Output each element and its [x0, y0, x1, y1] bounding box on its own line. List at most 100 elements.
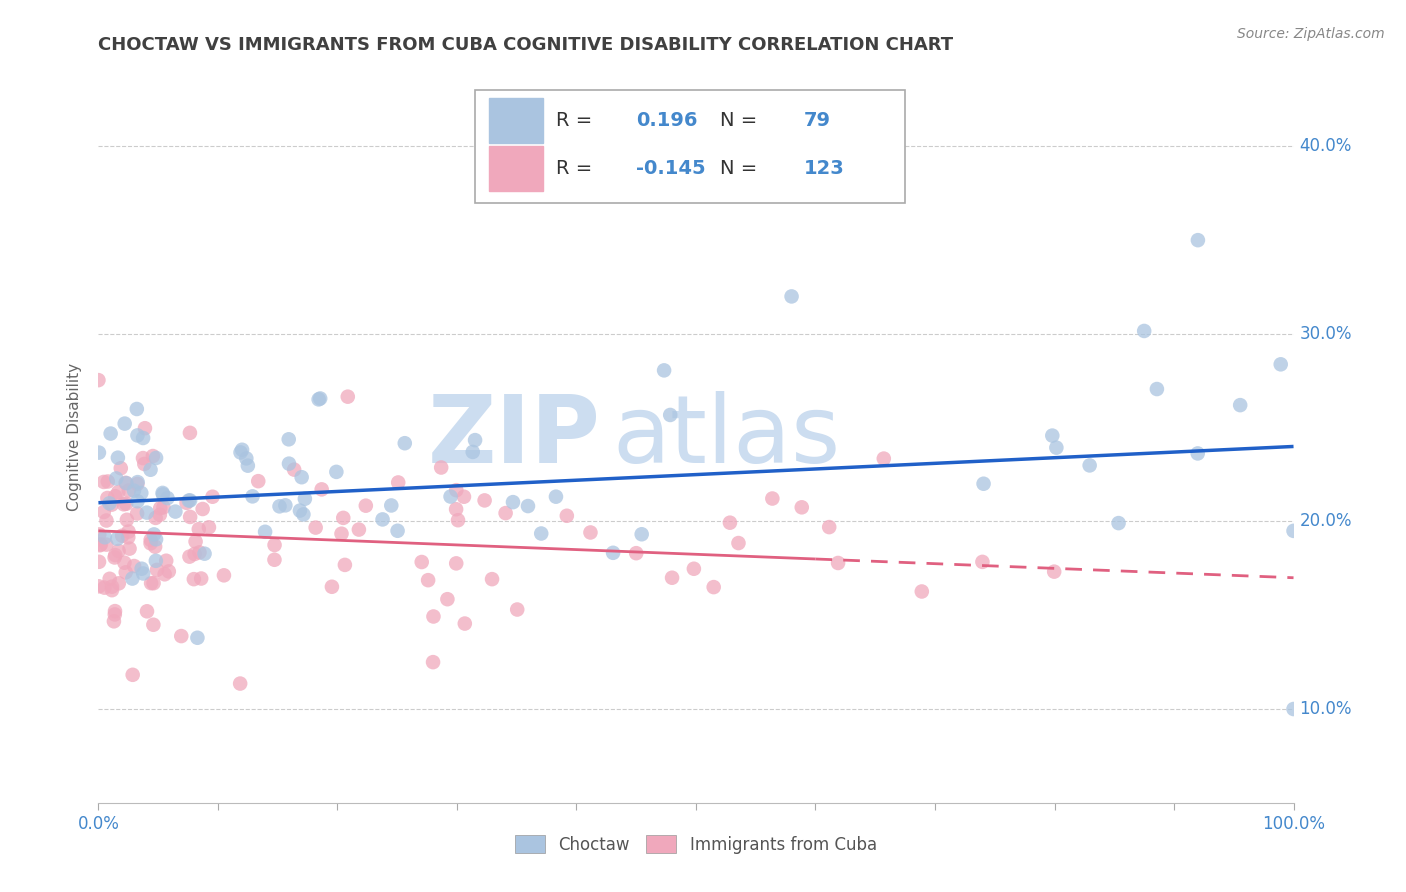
Point	[145, 450, 167, 465]
Point	[229, 676, 252, 690]
Text: atlas: atlas	[613, 391, 841, 483]
Point	[333, 558, 356, 572]
Point	[761, 491, 783, 506]
Point	[90, 537, 112, 551]
Point	[1078, 458, 1101, 473]
Point	[115, 497, 138, 511]
Point	[121, 572, 143, 586]
Point	[149, 501, 172, 516]
Point	[387, 524, 409, 538]
Point	[1043, 565, 1066, 579]
Point	[336, 390, 359, 404]
Point	[288, 503, 311, 517]
Point	[481, 572, 503, 586]
Point	[121, 668, 143, 682]
Point	[911, 584, 934, 599]
Point	[149, 508, 172, 522]
Point	[131, 562, 153, 576]
Point	[112, 497, 135, 511]
Point	[107, 576, 129, 591]
Point	[201, 490, 224, 504]
Point	[127, 428, 149, 442]
Point	[104, 550, 127, 565]
Point	[176, 496, 198, 510]
Point	[661, 571, 683, 585]
Point	[1229, 398, 1251, 412]
Text: ZIP: ZIP	[427, 391, 600, 483]
Point	[122, 559, 145, 574]
Point	[101, 583, 124, 598]
Point	[87, 555, 110, 569]
Point	[683, 562, 706, 576]
Point	[170, 629, 193, 643]
Point	[263, 538, 285, 552]
Point	[818, 520, 841, 534]
Point	[100, 426, 122, 441]
Point	[152, 487, 174, 501]
Point	[179, 510, 201, 524]
Point	[305, 520, 328, 534]
Point	[461, 445, 484, 459]
Point	[115, 476, 138, 491]
Point	[254, 524, 277, 539]
Point	[1187, 233, 1209, 247]
Point	[107, 485, 129, 500]
Point	[114, 475, 136, 490]
Point	[659, 408, 682, 422]
Point	[387, 475, 409, 490]
Point	[114, 566, 136, 580]
Point	[278, 457, 301, 471]
Point	[439, 490, 461, 504]
Point	[454, 616, 477, 631]
Point	[247, 474, 270, 488]
Point	[718, 516, 741, 530]
Point	[325, 465, 347, 479]
Point	[464, 433, 486, 447]
Point	[145, 511, 167, 525]
Point	[291, 470, 314, 484]
Text: 79: 79	[804, 111, 831, 130]
FancyBboxPatch shape	[489, 98, 543, 143]
Point	[292, 508, 315, 522]
Point	[235, 451, 257, 466]
Point	[104, 607, 127, 622]
Point	[212, 568, 235, 582]
Point	[127, 477, 149, 491]
Point	[495, 506, 517, 520]
Point	[411, 555, 433, 569]
Point	[321, 580, 343, 594]
Point	[242, 489, 264, 503]
Point	[155, 554, 177, 568]
Point	[1282, 702, 1305, 716]
Point	[446, 483, 468, 498]
Point	[177, 493, 200, 508]
Point	[157, 565, 180, 579]
Point	[422, 609, 444, 624]
Point	[555, 508, 578, 523]
Point	[105, 532, 128, 546]
Point	[703, 580, 725, 594]
Point	[436, 592, 458, 607]
Point	[129, 486, 152, 500]
Point	[146, 563, 169, 577]
Point	[143, 527, 166, 541]
Point	[198, 520, 221, 534]
Point	[101, 580, 124, 594]
Text: -0.145: -0.145	[637, 159, 706, 178]
Point	[139, 533, 162, 547]
Point	[112, 556, 135, 570]
Point	[153, 567, 176, 582]
Point	[229, 445, 252, 459]
Point	[311, 483, 333, 497]
Point	[142, 617, 165, 632]
Point	[283, 462, 305, 476]
Point	[156, 491, 179, 505]
Point	[263, 553, 285, 567]
Point	[354, 499, 377, 513]
Point	[1040, 428, 1063, 442]
Point	[143, 540, 166, 554]
Point	[152, 500, 174, 515]
Point	[104, 489, 127, 503]
Point	[506, 602, 529, 616]
Point	[132, 566, 155, 581]
